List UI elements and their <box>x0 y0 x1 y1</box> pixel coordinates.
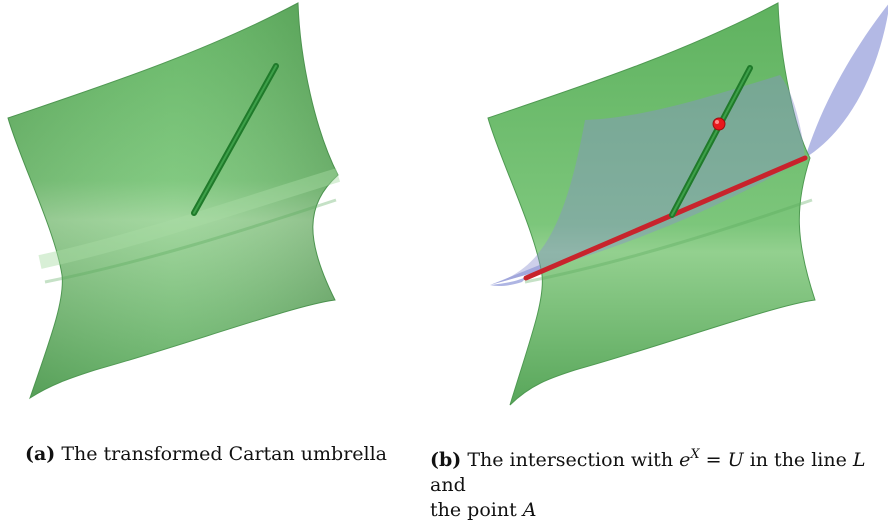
caption-b-text-3: and <box>430 474 466 496</box>
caption-b-text-2: in the line <box>749 449 847 471</box>
figure-b-image <box>450 0 888 420</box>
math-e: e <box>679 449 691 471</box>
intersection-line-L <box>523 155 808 281</box>
math-X: X <box>690 447 700 462</box>
caption-a-text: The transformed Cartan umbrella <box>61 443 387 465</box>
caption-b: (b) The intersection with eX = U in the … <box>430 442 885 523</box>
math-A: A <box>522 499 537 521</box>
point-A <box>712 117 726 131</box>
figure-a-image <box>0 0 420 420</box>
caption-a: (a) The transformed Cartan umbrella <box>25 442 425 467</box>
caption-a-label: (a) <box>25 443 56 465</box>
caption-b-text-4: the point <box>430 499 517 521</box>
caption-b-label: (b) <box>430 449 462 471</box>
math-L: L <box>852 449 866 471</box>
math-equals: = <box>705 449 722 471</box>
caption-b-text-1: The intersection with <box>467 449 674 471</box>
math-U: U <box>727 449 744 471</box>
umbrella-surface <box>7 2 341 400</box>
